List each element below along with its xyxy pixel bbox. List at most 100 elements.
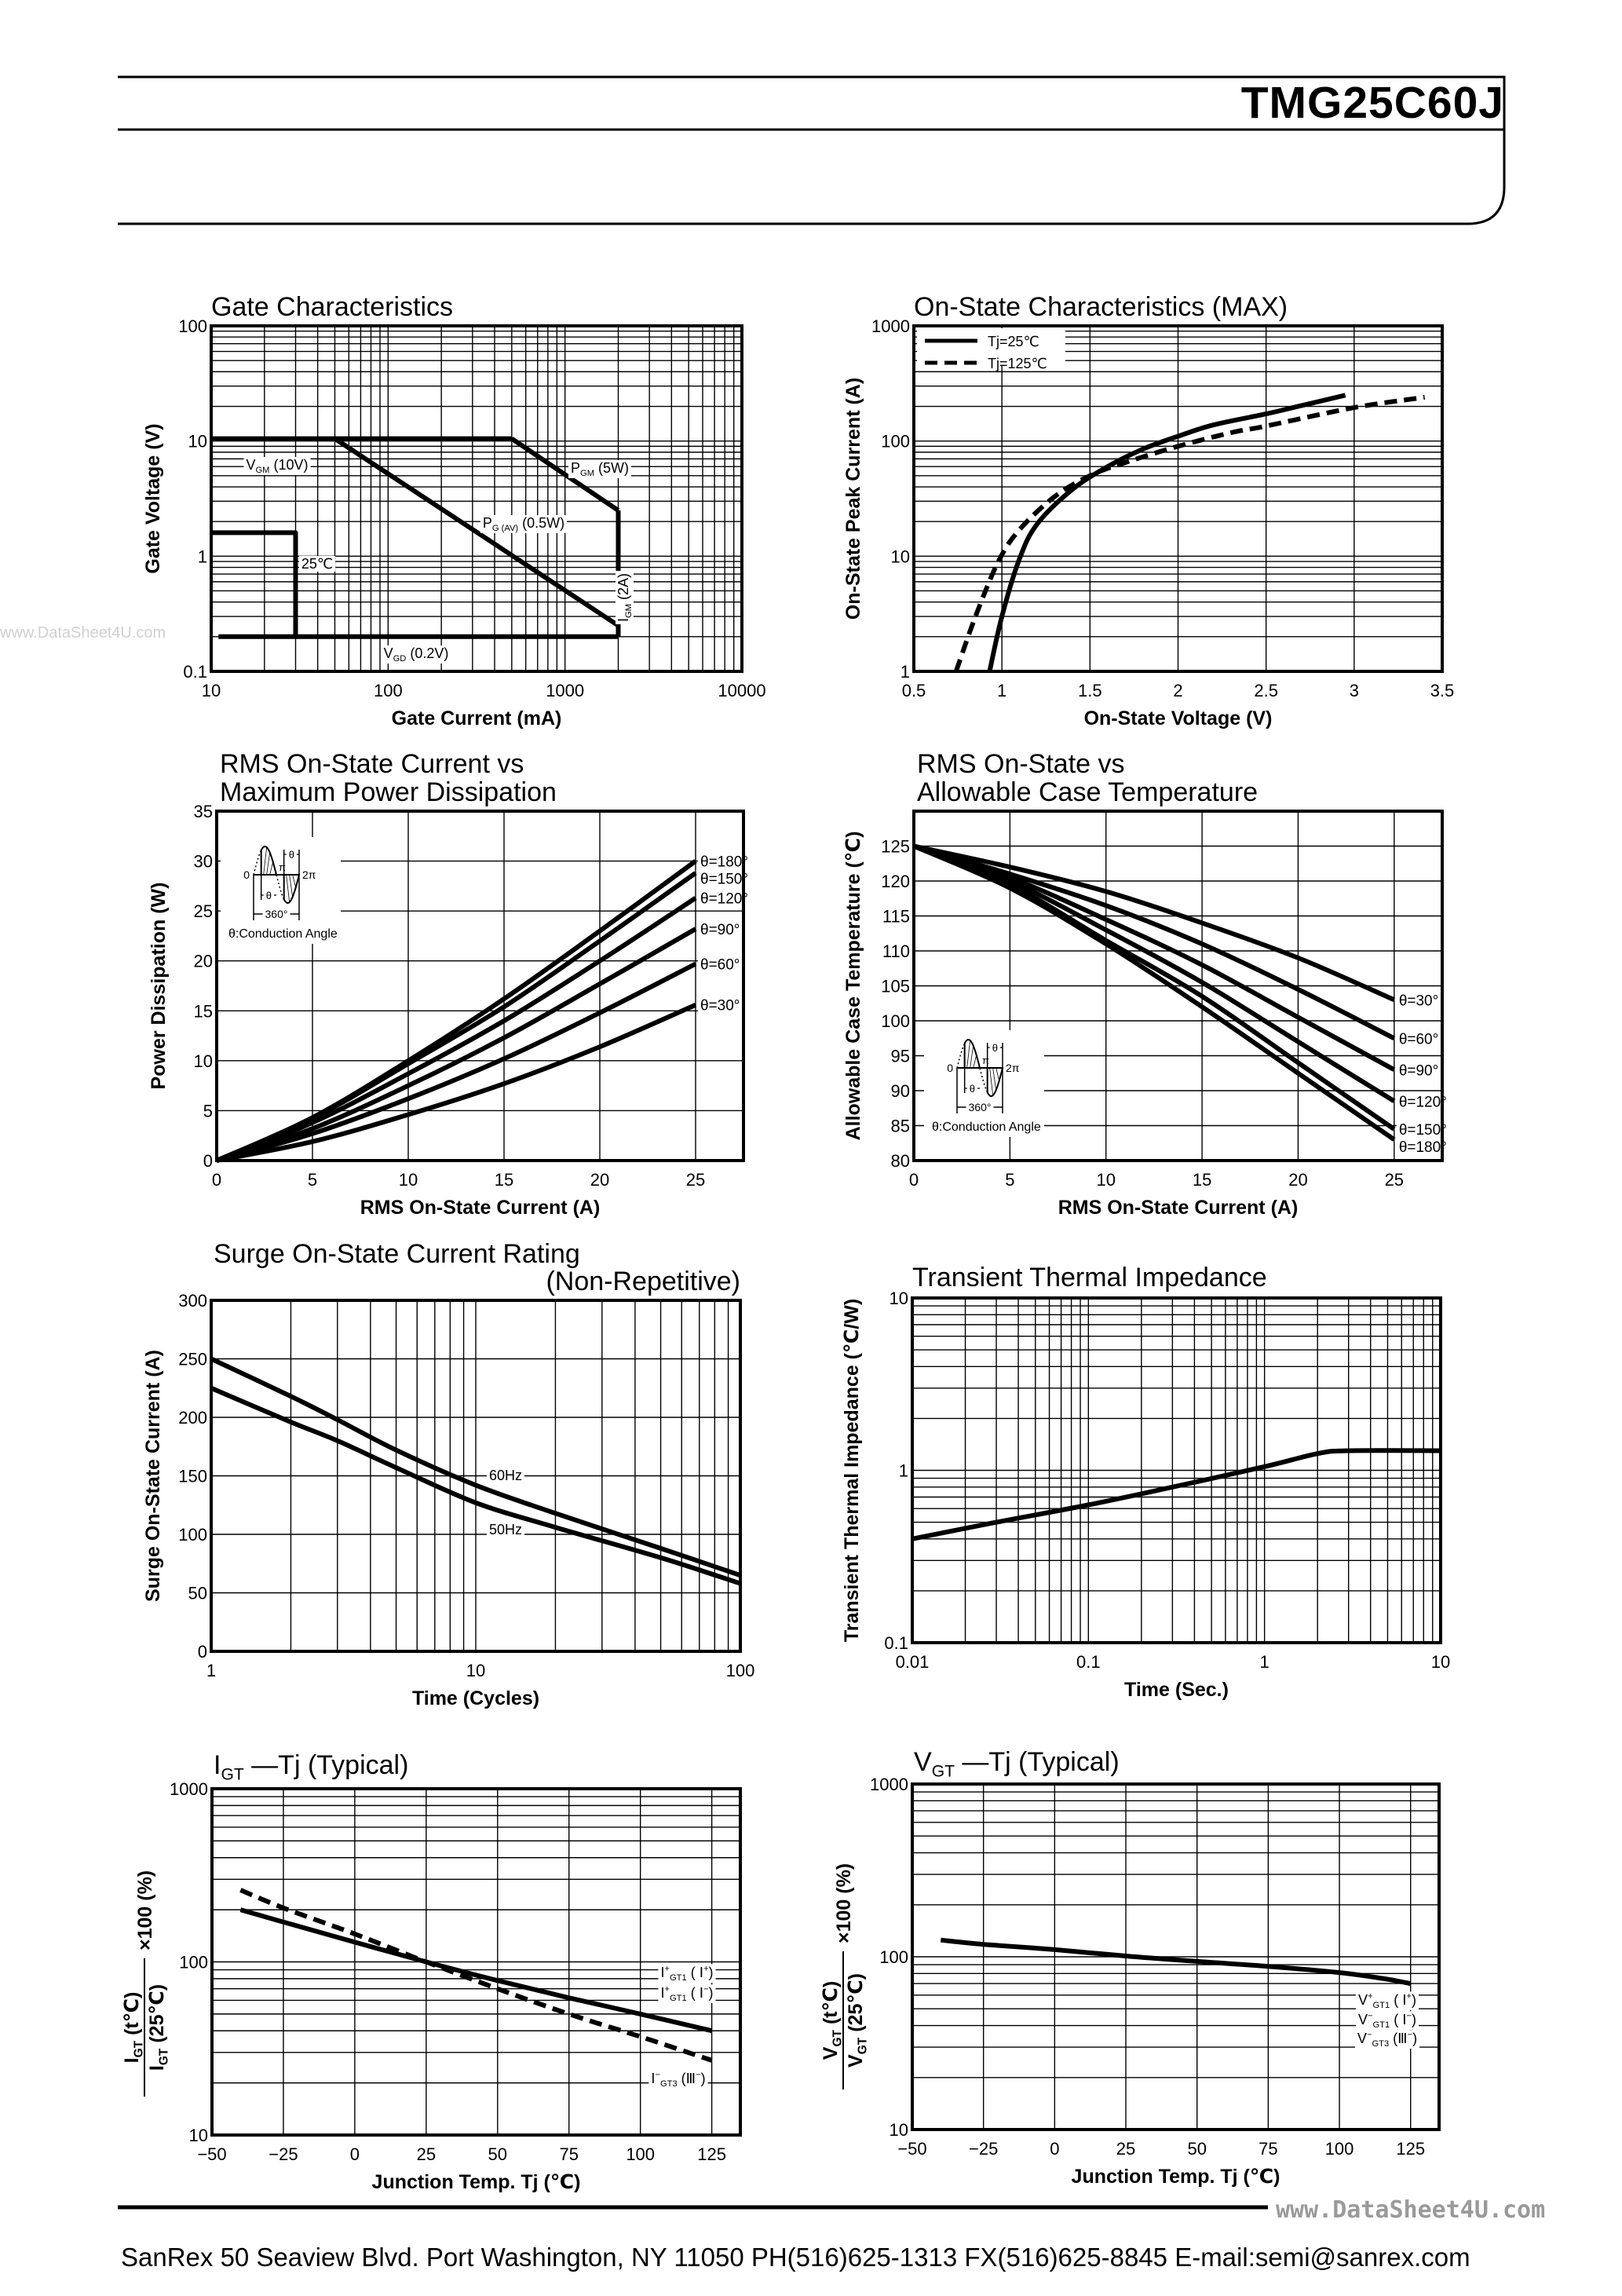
- series-label: θ=30°: [1399, 993, 1438, 1009]
- y-tick-label: 100: [178, 1525, 207, 1545]
- y-axis-label: Allowable Case Temperature (℃): [842, 832, 864, 1141]
- x-tick-label: 100: [726, 1661, 755, 1680]
- conduction-region: [283, 874, 301, 905]
- x-axis-label: On-State Voltage (V): [1084, 707, 1273, 729]
- chart-title: Allowable Case Temperature: [917, 777, 1258, 807]
- label-background: [616, 570, 634, 625]
- theta-label: θ: [289, 849, 294, 861]
- series-label: θ=90°: [700, 922, 740, 938]
- series-line-1: [987, 393, 1346, 672]
- y-axis-label: Gate Voltage (V): [142, 423, 164, 573]
- label-background: [568, 460, 631, 478]
- label-background: [698, 997, 743, 1015]
- hatch-line: [970, 1045, 974, 1069]
- series-line-3: [215, 896, 697, 1163]
- series-label: PGM (5W): [571, 460, 629, 478]
- plot-frame: [210, 1787, 742, 2137]
- y-axis-label: IGT (t℃)IGT (25℃) ×100 (%): [121, 1870, 171, 2097]
- x-tick-label: 0.01: [896, 1652, 930, 1672]
- conduction-region: [986, 1067, 1004, 1098]
- conduction-angle-caption: θ:Conduction Angle: [228, 927, 338, 941]
- label-background: [263, 890, 274, 901]
- x-tick-label: 1: [997, 681, 1006, 700]
- label-background: [486, 1468, 525, 1483]
- label-background: [698, 922, 743, 939]
- zero-label: 0: [947, 1062, 953, 1074]
- hatch-line: [973, 1055, 977, 1069]
- x-tick-label: 1: [1260, 1652, 1269, 1672]
- series-label: 25℃: [301, 556, 333, 572]
- y-tick-label: 1000: [170, 1779, 208, 1799]
- y-tick-label: 20: [194, 952, 213, 971]
- x-tick-label: 0.5: [902, 681, 926, 700]
- legend-background: [917, 328, 1065, 366]
- y-tick-label: 1: [901, 662, 910, 682]
- plot-frame: [210, 324, 743, 673]
- series-label: θ=180°: [700, 854, 748, 871]
- two-pi-label: 2π: [1006, 1062, 1020, 1074]
- two-pi-label: 2π: [302, 868, 316, 881]
- x-axis-label: Junction Temp. Tj (℃): [1072, 2166, 1280, 2188]
- y-tick-label: 0.1: [884, 1633, 908, 1653]
- x-tick-label: 5: [308, 1170, 317, 1190]
- x-tick-label: 25: [417, 2144, 436, 2164]
- label-background: [381, 645, 451, 664]
- label-background: [648, 2070, 708, 2089]
- part-number: TMG25C60J: [1240, 78, 1504, 128]
- label-background: [480, 515, 568, 533]
- chart-7: IGT —Tj (Typical) −50 −25 0 25 50 75 100 125 10 10…: [121, 1750, 742, 2193]
- series-label: θ=120°: [1399, 1094, 1447, 1110]
- x-tick-label: 25: [686, 1170, 705, 1190]
- series-line-6: [216, 1002, 697, 1163]
- label-background: [243, 457, 311, 475]
- x-tick-label: −50: [897, 2139, 926, 2159]
- x-axis-label: RMS On-State Current (A): [360, 1197, 601, 1219]
- series-label: θ=150°: [700, 872, 748, 888]
- y-axis-label: Power Dissipation (W): [148, 883, 170, 1090]
- y-tick-label: 30: [194, 852, 213, 872]
- series-label: θ=150°: [1399, 1122, 1447, 1139]
- x-tick-label: 125: [1396, 2139, 1425, 2159]
- label-background: [698, 956, 743, 974]
- chart-title: Gate Characteristics: [211, 292, 453, 322]
- series-line-5: [216, 961, 697, 1163]
- y-tick-label: 0: [198, 1642, 207, 1662]
- label-background: [989, 1042, 1000, 1054]
- x-tick-label: 125: [697, 2144, 726, 2164]
- y-tick-label: 100: [178, 316, 207, 336]
- chart-title: Surge On-State Current Rating: [214, 1239, 580, 1269]
- theta-label: θ: [992, 1042, 998, 1054]
- period-label: 360°: [265, 908, 288, 920]
- series-line-5: [912, 843, 1396, 1132]
- y-tick-label: 115: [882, 907, 910, 927]
- y-axis-label: Transient Thermal Impedance (℃/W): [841, 1299, 863, 1642]
- series-line-3: [333, 437, 620, 628]
- plot-frame: [912, 324, 1444, 673]
- x-axis-label: Time (Sec.): [1124, 1679, 1229, 1701]
- hatch-line: [966, 1040, 971, 1069]
- y-tick-label: 10: [189, 2126, 208, 2145]
- x-tick-label: 3: [1350, 681, 1359, 700]
- series-label: V−GT1 ( Ⅰ−): [1358, 2011, 1416, 2030]
- series-line-1: [911, 1448, 1441, 1541]
- hatch-line: [289, 874, 294, 898]
- y-tick-label: 50: [188, 1584, 207, 1603]
- series-line-1: [239, 1907, 713, 2034]
- x-tick-label: 1: [206, 1661, 216, 1680]
- label-background: [1396, 993, 1441, 1010]
- plot-frame: [912, 810, 1444, 1162]
- series-line-2: [210, 1386, 741, 1586]
- x-tick-label: 0: [1050, 2139, 1059, 2159]
- label-background: [658, 1964, 716, 1983]
- x-tick-label: 50: [488, 2144, 507, 2164]
- x-tick-label: 0: [212, 1170, 221, 1190]
- x-tick-label: 100: [374, 681, 403, 700]
- x-tick-label: 15: [495, 1170, 513, 1190]
- x-tick-label: 10: [466, 1661, 485, 1680]
- x-tick-label: 25: [1116, 2139, 1135, 2159]
- footer-address: SanRex 50 Seaview Blvd. Port Washington,…: [121, 2243, 1470, 2272]
